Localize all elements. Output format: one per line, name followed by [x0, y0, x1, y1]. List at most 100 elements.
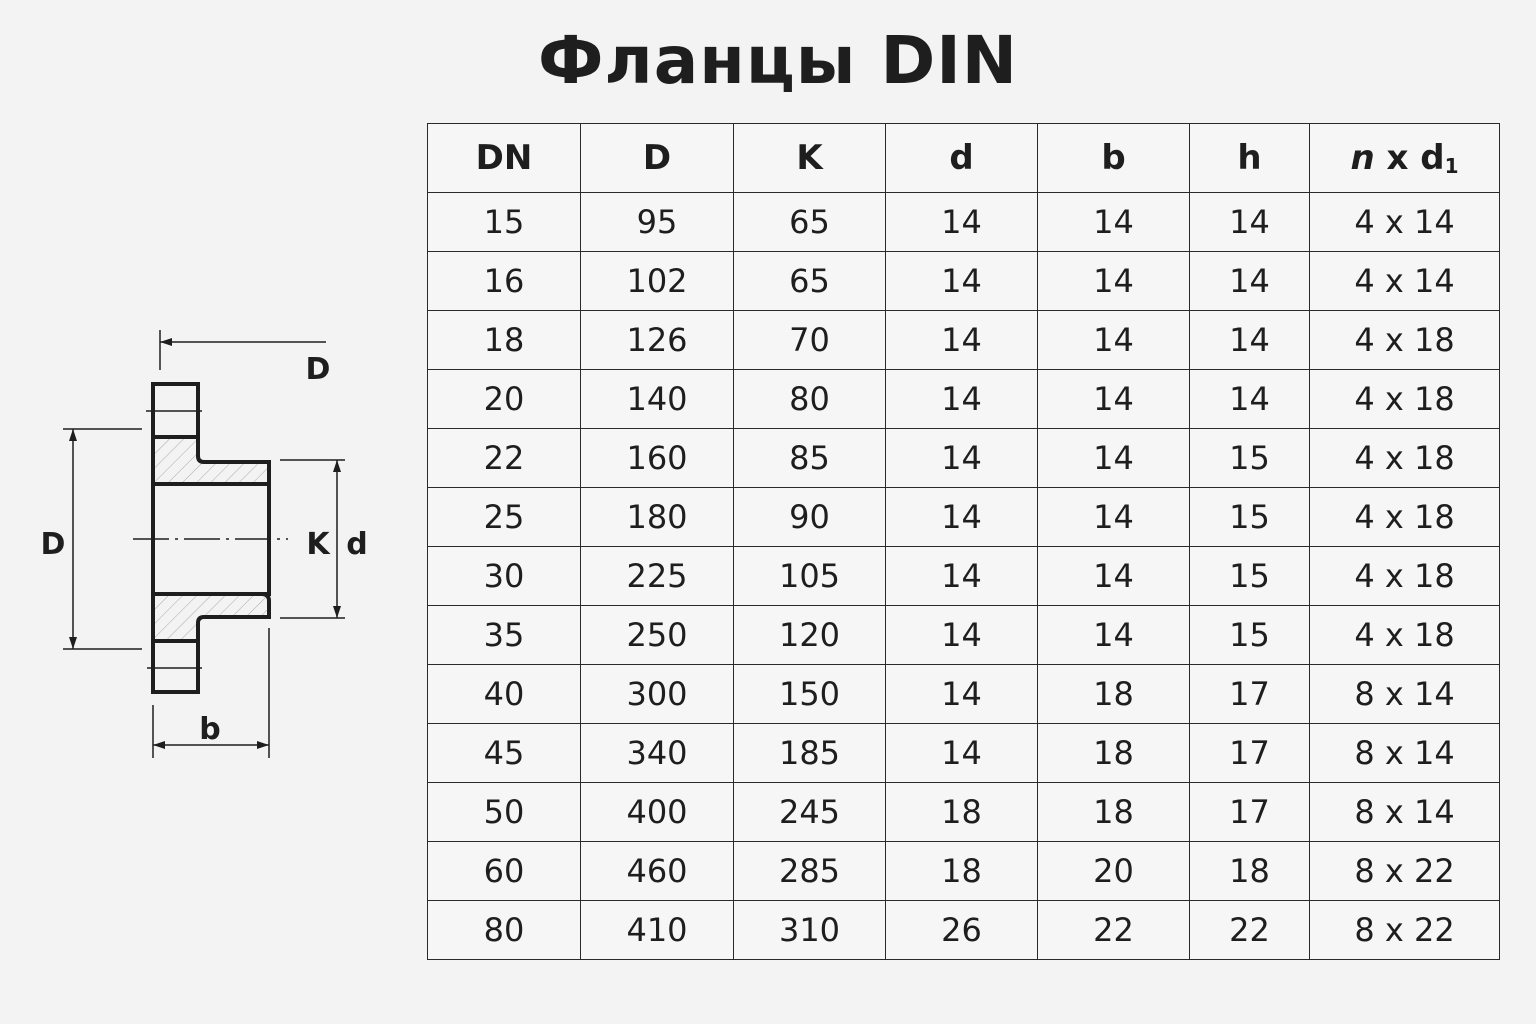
table-cell: 225: [580, 546, 734, 606]
bolt-hole-bottom: [151, 639, 200, 694]
table-cell: 80: [427, 900, 581, 960]
table-cell: 22: [1037, 900, 1190, 960]
table-cell: 90: [733, 487, 886, 547]
table-cell: 14: [885, 369, 1038, 429]
column-header: b: [1037, 123, 1190, 193]
table-cell: 85: [733, 428, 886, 488]
table-cell: 14: [1189, 369, 1310, 429]
table-cell: 14: [1037, 487, 1190, 547]
column-header: h: [1189, 123, 1310, 193]
table-cell: 15: [1189, 487, 1310, 547]
table-row: 60 460 285 18 20 18 8 x 22: [427, 841, 1500, 901]
table-cell: 126: [580, 310, 734, 370]
hatched-bottom: [151, 592, 271, 643]
table-cell: 14: [1189, 192, 1310, 252]
column-header: K: [733, 123, 886, 193]
table-cell: 150: [733, 664, 886, 724]
table-cell: 14: [885, 428, 1038, 488]
page-title: Фланцы DIN: [537, 22, 1019, 99]
table-cell: 4 x 14: [1309, 192, 1500, 252]
table-cell: 14: [1189, 251, 1310, 311]
table-cell: 20: [1037, 841, 1190, 901]
table-row: 18 126 70 14 14 14 4 x 18: [427, 310, 1500, 370]
table-cell: 18: [1037, 782, 1190, 842]
label-K: K: [306, 527, 331, 562]
table-cell: 120: [733, 605, 886, 665]
table-row: 30 225 105 14 14 15 4 x 18: [427, 546, 1500, 606]
table-cell: 15: [1189, 546, 1310, 606]
table-cell: 140: [580, 369, 734, 429]
column-header: D: [580, 123, 734, 193]
column-header-n-x-d1: n x d1: [1309, 123, 1500, 193]
table-row: 40 300 150 14 18 17 8 x 14: [427, 664, 1500, 724]
table-cell: 8 x 14: [1309, 664, 1500, 724]
table-cell: 14: [885, 664, 1038, 724]
table-row: 35 250 120 14 14 15 4 x 18: [427, 605, 1500, 665]
table-cell: 340: [580, 723, 734, 783]
table-cell: 18: [885, 841, 1038, 901]
table-row: 50 400 245 18 18 17 8 x 14: [427, 782, 1500, 842]
table-row: 16 102 65 14 14 14 4 x 14: [427, 251, 1500, 311]
table-cell: 4 x 18: [1309, 369, 1500, 429]
table-cell: 8 x 22: [1309, 841, 1500, 901]
table-cell: 14: [1037, 369, 1190, 429]
table-cell: 14: [1189, 310, 1310, 370]
hatched-top: [151, 435, 271, 486]
flange-section: [133, 382, 288, 694]
table-cell: 102: [580, 251, 734, 311]
table-cell: 160: [580, 428, 734, 488]
table-cell: 14: [885, 192, 1038, 252]
table-cell: 185: [733, 723, 886, 783]
table-cell: 18: [1037, 664, 1190, 724]
table-cell: 14: [1037, 251, 1190, 311]
table-cell: 14: [1037, 605, 1190, 665]
table-cell: 180: [580, 487, 734, 547]
table-cell: 14: [885, 251, 1038, 311]
table-cell: 8 x 14: [1309, 723, 1500, 783]
table-cell: 8 x 14: [1309, 782, 1500, 842]
table-cell: 310: [733, 900, 886, 960]
table-cell: 17: [1189, 664, 1310, 724]
table-cell: 17: [1189, 723, 1310, 783]
table-cell: 22: [427, 428, 581, 488]
table-cell: 15: [1189, 605, 1310, 665]
table-row: 80 410 310 26 22 22 8 x 22: [427, 900, 1500, 960]
table-cell: 14: [885, 546, 1038, 606]
table-cell: 40: [427, 664, 581, 724]
table-cell: 65: [733, 192, 886, 252]
table-cell: 105: [733, 546, 886, 606]
label-b: b: [199, 712, 220, 747]
table-cell: 18: [1189, 841, 1310, 901]
table-row: 20 140 80 14 14 14 4 x 18: [427, 369, 1500, 429]
label-D-top: D: [306, 352, 331, 387]
table-cell: 14: [1037, 428, 1190, 488]
table-cell: 4 x 18: [1309, 487, 1500, 547]
table-cell: 15: [427, 192, 581, 252]
table-cell: 26: [885, 900, 1038, 960]
table-cell: 20: [427, 369, 581, 429]
table-row: 45 340 185 14 18 17 8 x 14: [427, 723, 1500, 783]
table-cell: 70: [733, 310, 886, 370]
column-header: DN: [427, 123, 581, 193]
label-D-left: D: [41, 527, 66, 562]
table-row: 15 95 65 14 14 14 4 x 14: [427, 192, 1500, 252]
table-row: 22 160 85 14 14 15 4 x 18: [427, 428, 1500, 488]
table-cell: 18: [885, 782, 1038, 842]
table-cell: 14: [1037, 192, 1190, 252]
table-cell: 14: [885, 487, 1038, 547]
table-cell: 14: [885, 605, 1038, 665]
d-symbol: d: [1420, 138, 1445, 178]
table-cell: 14: [885, 723, 1038, 783]
table-cell: 60: [427, 841, 581, 901]
table-cell: 65: [733, 251, 886, 311]
table-cell: 245: [733, 782, 886, 842]
subscript: 1: [1444, 154, 1459, 178]
table-cell: 300: [580, 664, 734, 724]
table-cell: 410: [580, 900, 734, 960]
table-cell: 250: [580, 605, 734, 665]
table-row: 25 180 90 14 14 15 4 x 18: [427, 487, 1500, 547]
table-cell: 4 x 18: [1309, 310, 1500, 370]
table-cell: 17: [1189, 782, 1310, 842]
table-cell: 16: [427, 251, 581, 311]
